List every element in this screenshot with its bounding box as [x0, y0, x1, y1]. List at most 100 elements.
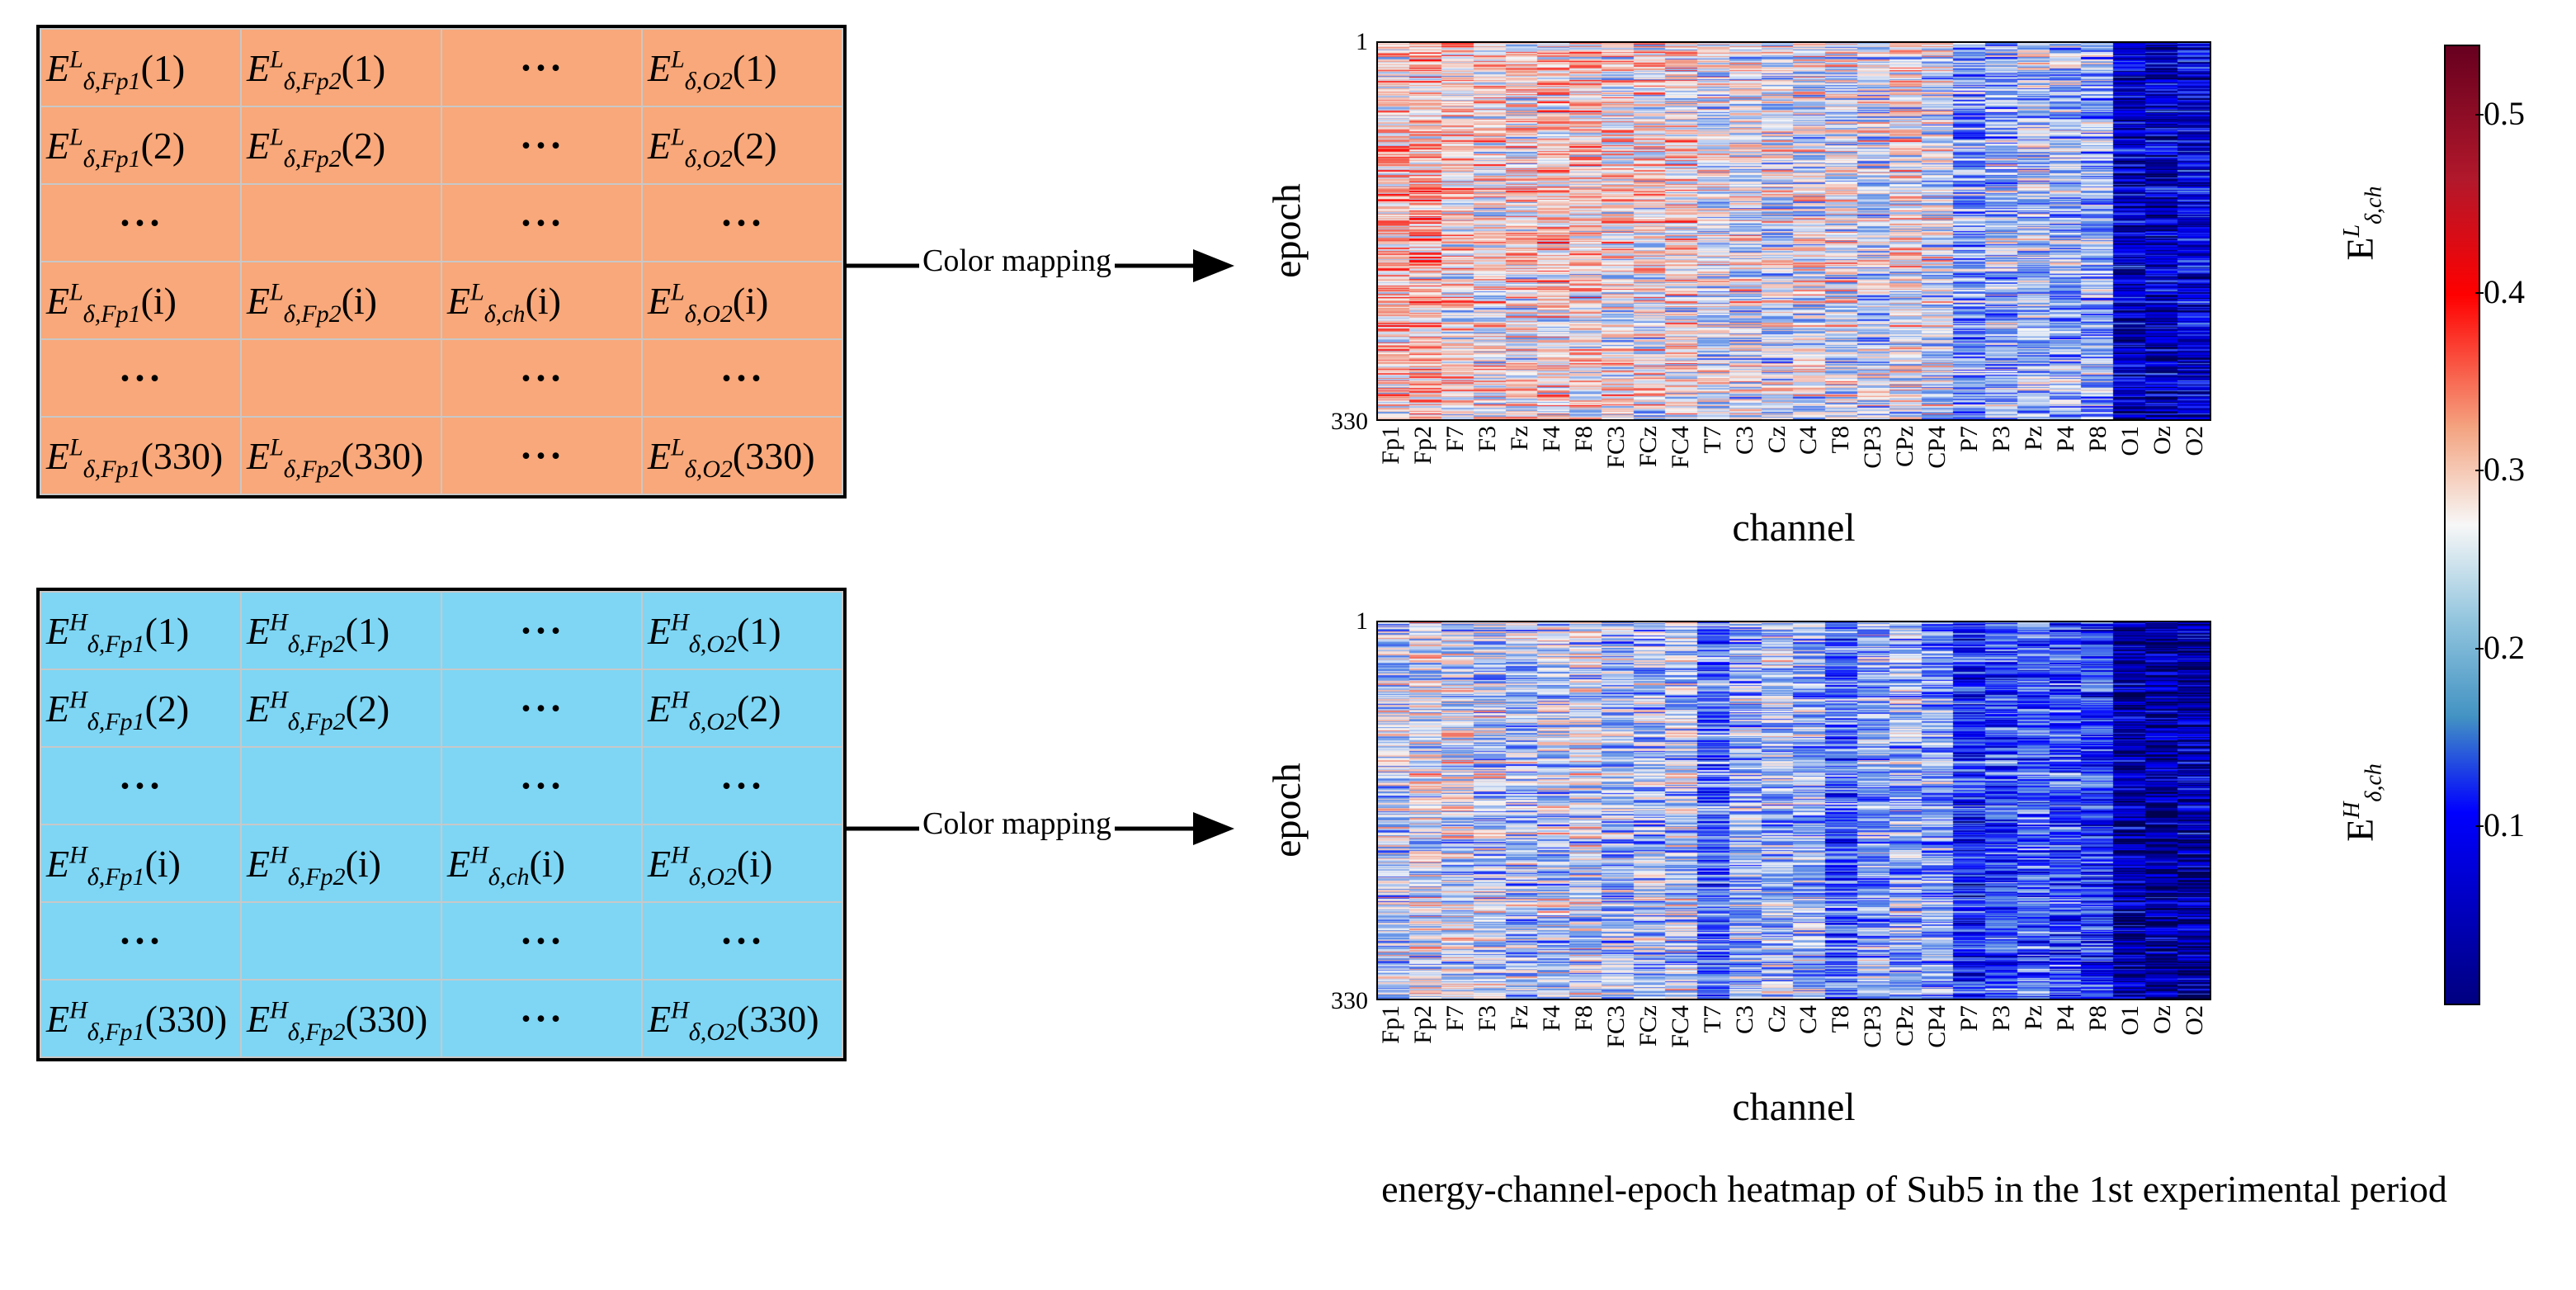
bottom-heatmap-channel-tick: P8 — [2083, 1005, 2111, 1032]
bottom-heatmap-channel-tick: P4 — [2051, 1005, 2079, 1032]
top-heatmap-channel-tick: C3 — [1730, 426, 1758, 456]
high-matrix-cell: EHδ,Fp2(330) — [240, 979, 442, 1058]
matrix-label-sub: δ,ch — [2361, 186, 2387, 224]
high-matrix-cell: EHδ,Fp2(2) — [240, 669, 442, 748]
high-matrix-row: EHδ,Fp1(2) EHδ,Fp2(2) ··· EHδ,O2(2) — [40, 669, 843, 748]
colorbar-tick-label: 0.5 — [2475, 95, 2525, 133]
low-matrix-table: ELδ,Fp1(1) ELδ,Fp2(1) ··· ELδ,O2(1) ELδ,Fp1(… — [40, 28, 843, 495]
bottom-heatmap-ytick-top: 1 — [1356, 607, 1368, 635]
high-matrix-cell: EHδ,Fp2(1) — [240, 591, 442, 670]
matrix-label-base: E — [2338, 237, 2381, 261]
low-matrix-cell: ELδ,Fp2(2) — [240, 106, 442, 185]
low-matrix-row: ELδ,Fp1(i) ELδ,Fp2(i) ELδ,ch(i) ELδ,O2(i) — [40, 261, 843, 340]
bottom-heatmap-channel-tick: F7 — [1441, 1005, 1470, 1032]
high-matrix-cell: EHδ,O2(2) — [641, 669, 843, 748]
high-energy-heatmap — [1376, 621, 2211, 1000]
color-mapping-label: Color mapping — [919, 243, 1116, 279]
low-matrix-cell: ELδ,O2(330) — [641, 416, 843, 495]
top-heatmap-channel-tick: FC4 — [1666, 426, 1694, 469]
bottom-heatmap-matrix-label: EHδ,ch — [2338, 737, 2387, 869]
top-heatmap-channel-ticks: Fp1 Fp2 F7 F3 Fz F4 F8 FC3 FCz FC4 T7 C3 Cz C4 T8 CP3 CP… — [1376, 426, 2211, 500]
low-matrix-cell: ELδ,Fp1(330) — [40, 416, 242, 495]
high-matrix-cell: EHδ,Fp2(i) — [240, 824, 442, 903]
top-heatmap-channel-tick: O2 — [2180, 426, 2208, 456]
low-matrix-cell: ELδ,O2(2) — [641, 106, 843, 185]
top-heatmap-channel-tick: FCz — [1634, 426, 1662, 468]
bottom-heatmap-channel-tick: Fp2 — [1409, 1005, 1437, 1044]
color-mapping-arrow-bottom: Color mapping — [847, 802, 1234, 852]
low-matrix-cell: ELδ,Fp2(330) — [240, 416, 442, 495]
bottom-heatmap-ylabel: epoch — [1265, 763, 1309, 858]
high-matrix-cell: ··· — [641, 901, 843, 980]
low-matrix-row: ELδ,Fp1(330) ELδ,Fp2(330) ··· ELδ,O2(330) — [40, 416, 843, 495]
bottom-heatmap-channel-tick: P3 — [1988, 1005, 2015, 1032]
low-matrix-cell: ··· — [441, 106, 643, 185]
bottom-heatmap-channel-ticks: Fp1 Fp2 F7 F3 Fz F4 F8 FC3 FCz FC4 T7 C3 Cz C4 T8 CP3 CP… — [1376, 1005, 2211, 1080]
high-matrix-cell: EHδ,Fp1(330) — [40, 979, 242, 1058]
high-matrix-cell — [240, 901, 442, 980]
matrix-label-sup: H — [2339, 801, 2366, 819]
top-heatmap-ylabel: epoch — [1265, 183, 1309, 278]
low-matrix-cell: ELδ,Fp1(1) — [40, 28, 242, 107]
top-heatmap-channel-tick: Pz — [2019, 426, 2047, 451]
low-matrix-cell: ··· — [441, 183, 643, 262]
top-heatmap-channel-tick: CPz — [1891, 426, 1919, 468]
low-matrix-cell: ELδ,O2(1) — [641, 28, 843, 107]
top-heatmap-channel-tick: Oz — [2148, 426, 2176, 455]
bottom-heatmap-channel-tick: FC3 — [1602, 1005, 1630, 1048]
top-heatmap-channel-tick: F4 — [1538, 426, 1566, 452]
high-matrix-row: EHδ,Fp1(i) EHδ,Fp2(i) EHδ,ch(i) EHδ,O2(i) — [40, 824, 843, 903]
matrix-label-sub: δ,ch — [2361, 763, 2387, 802]
top-heatmap-channel-tick: CP4 — [1923, 426, 1951, 469]
top-heatmap-channel-tick: Fz — [1506, 426, 1534, 451]
low-matrix-row: ··· ··· ··· — [40, 338, 843, 418]
top-heatmap-ytick-top: 1 — [1356, 28, 1368, 55]
colorbar-tick-label: 0.4 — [2475, 272, 2525, 310]
low-matrix-cell — [240, 338, 442, 418]
top-heatmap-channel-tick: P3 — [1988, 426, 2015, 452]
high-matrix-cell: ··· — [441, 901, 643, 980]
matrix-label-base: E — [2338, 818, 2381, 842]
high-matrix-cell: EHδ,ch(i) — [441, 824, 643, 903]
high-matrix-cell: EHδ,Fp1(2) — [40, 669, 242, 748]
bottom-heatmap-channel-tick: C3 — [1730, 1005, 1758, 1035]
low-matrix-cell: ELδ,Fp1(2) — [40, 106, 242, 185]
top-heatmap-channel-tick: P7 — [1956, 426, 1984, 452]
bottom-heatmap-channel-tick: T8 — [1827, 1005, 1855, 1033]
high-matrix-cell: ··· — [441, 669, 643, 748]
high-matrix-table: EHδ,Fp1(1) EHδ,Fp2(1) ··· EHδ,O2(1) EHδ,Fp1(… — [40, 591, 843, 1058]
top-heatmap-channel-tick: C4 — [1795, 426, 1823, 456]
top-heatmap-matrix-label: ELδ,ch — [2338, 158, 2387, 290]
high-matrix-cell: EHδ,O2(i) — [641, 824, 843, 903]
bottom-heatmap-channel-tick: O1 — [2116, 1005, 2144, 1036]
matrix-label-sup: L — [2339, 224, 2366, 238]
low-matrix-row: ELδ,Fp1(1) ELδ,Fp2(1) ··· ELδ,O2(1) — [40, 28, 843, 107]
top-heatmap-channel-tick: F3 — [1474, 426, 1502, 452]
high-matrix-cell: ··· — [641, 746, 843, 825]
color-mapping-label: Color mapping — [919, 806, 1116, 842]
low-matrix-cell: ELδ,Fp1(i) — [40, 261, 242, 340]
top-heatmap-xlabel: channel — [1732, 506, 1856, 550]
top-heatmap-channel-tick: T7 — [1698, 426, 1726, 454]
top-heatmap-channel-tick: P4 — [2051, 426, 2079, 452]
colorbar-tick-label: 0.1 — [2475, 806, 2525, 844]
bottom-heatmap-channel-tick: CP4 — [1923, 1005, 1951, 1048]
top-heatmap-channel-tick: T8 — [1827, 426, 1855, 454]
bottom-heatmap-channel-tick: T7 — [1698, 1005, 1726, 1033]
high-matrix-cell: EHδ,O2(330) — [641, 979, 843, 1058]
bottom-heatmap-channel-tick: F8 — [1570, 1005, 1597, 1032]
color-mapping-arrow-top: Color mapping — [847, 239, 1234, 289]
low-matrix-cell — [240, 183, 442, 262]
low-matrix-cell: ··· — [641, 338, 843, 418]
colorbar-tick-label: 0.2 — [2475, 628, 2525, 666]
top-heatmap-channel-tick: CP3 — [1859, 426, 1887, 469]
bottom-heatmap-channel-tick: Pz — [2019, 1005, 2047, 1030]
high-matrix-cell: ··· — [441, 746, 643, 825]
top-heatmap-channel-tick: P8 — [2083, 426, 2111, 452]
high-matrix-row: EHδ,Fp1(1) EHδ,Fp2(1) ··· EHδ,O2(1) — [40, 591, 843, 670]
top-heatmap-channel-tick: O1 — [2116, 426, 2144, 456]
top-heatmap-channel-tick: Cz — [1762, 426, 1790, 454]
high-matrix-cell — [240, 746, 442, 825]
low-matrix-row: ··· ··· ··· — [40, 183, 843, 262]
colorbar-tick-label: 0.3 — [2475, 451, 2525, 489]
